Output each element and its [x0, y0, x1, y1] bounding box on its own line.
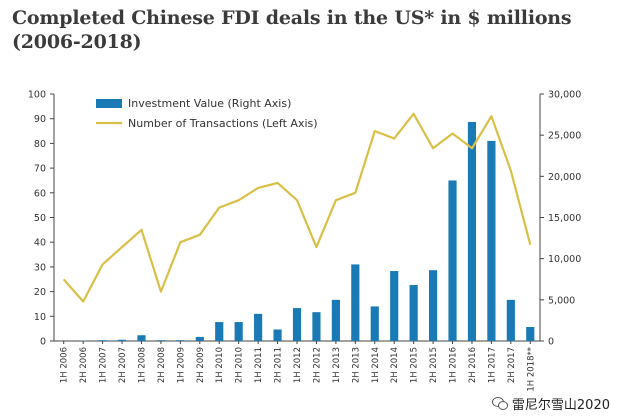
x-tick-label: 1H 2012 — [293, 347, 303, 383]
chart-title: Completed Chinese FDI deals in the US* i… — [12, 7, 572, 53]
x-tick-label: 1H 2011 — [254, 347, 264, 383]
bar — [506, 299, 515, 341]
x-tick-label: 2H 2006 — [79, 347, 89, 383]
x-tick-label: 1H 2010 — [215, 347, 225, 383]
bar — [370, 306, 379, 341]
bar — [351, 264, 360, 341]
left-tick-label: 30 — [34, 262, 46, 273]
bar — [176, 340, 185, 341]
x-tick-label: 2H 2013 — [351, 347, 361, 383]
x-tick-label: 1H 2008 — [137, 347, 147, 383]
left-tick-label: 70 — [34, 164, 46, 175]
bar — [137, 335, 146, 341]
left-tick-label: 40 — [34, 238, 46, 249]
x-tick-label: 1H 2007 — [99, 347, 109, 383]
bar — [448, 180, 457, 341]
bar — [428, 270, 438, 341]
bar — [390, 271, 399, 341]
left-tick-label: 10 — [34, 312, 46, 323]
bar — [195, 336, 204, 341]
bar — [273, 329, 282, 341]
left-tick-label: 100 — [28, 90, 46, 101]
x-tick-label: 1H 2018** — [526, 347, 536, 392]
bar — [312, 312, 321, 341]
x-tick-label: 1H 2014 — [371, 347, 381, 383]
bar — [331, 299, 340, 341]
bar — [98, 340, 107, 341]
legend-bar-label: Investment Value (Right Axis) — [128, 97, 291, 110]
right-tick-label: 20,000 — [548, 172, 581, 183]
x-tick-label: 1H 2006 — [60, 347, 70, 383]
watermark: 雷尼尔雪山2020 — [491, 394, 610, 413]
legend-bar-swatch — [96, 99, 122, 108]
x-tick-label: 1H 2016 — [449, 347, 459, 383]
bar — [526, 327, 535, 341]
x-tick-label: 1H 2015 — [410, 347, 420, 383]
bar — [487, 140, 496, 341]
x-tick-label: 2H 2015 — [429, 347, 439, 383]
x-tick-label: 2H 2011 — [274, 347, 284, 383]
left-tick-label: 80 — [34, 139, 46, 150]
right-tick-label: 10,000 — [548, 254, 581, 265]
x-tick-label: 2H 2017 — [507, 347, 517, 383]
x-tick-label: 1H 2013 — [332, 347, 342, 383]
left-tick-label: 90 — [34, 114, 46, 125]
left-tick-label: 60 — [34, 188, 46, 199]
bar — [156, 340, 166, 341]
right-tick-label: 25,000 — [548, 131, 581, 142]
left-tick-label: 0 — [40, 337, 46, 348]
bar — [215, 322, 224, 341]
x-tick-label: 2H 2010 — [235, 347, 245, 383]
right-tick-label: 5,000 — [548, 295, 575, 306]
x-tick-label: 1H 2009 — [176, 347, 186, 383]
x-tick-label: 1H 2017 — [487, 347, 497, 383]
right-tick-label: 0 — [548, 337, 554, 348]
bar — [254, 313, 263, 341]
bar — [117, 339, 127, 341]
transactions-line — [62, 112, 532, 303]
x-tick-label: 2H 2007 — [118, 347, 128, 383]
left-tick-label: 20 — [34, 287, 46, 298]
watermark-text: 雷尼尔雪山2020 — [511, 398, 610, 413]
x-tick-label: 2H 2016 — [468, 347, 478, 383]
legend-line-label: Number of Transactions (Left Axis) — [128, 117, 318, 130]
bar — [467, 121, 477, 341]
bar — [292, 308, 302, 341]
bar — [409, 285, 418, 341]
x-tick-label: 2H 2008 — [157, 347, 167, 383]
left-tick-label: 50 — [34, 213, 46, 224]
wechat-icon — [491, 397, 508, 410]
x-tick-label: 2H 2009 — [196, 347, 206, 383]
right-tick-label: 30,000 — [548, 90, 581, 101]
x-tick-label: 2H 2014 — [390, 347, 400, 383]
x-tick-label: 2H 2012 — [312, 347, 322, 383]
right-tick-label: 15,000 — [548, 213, 581, 224]
bar — [234, 322, 243, 341]
